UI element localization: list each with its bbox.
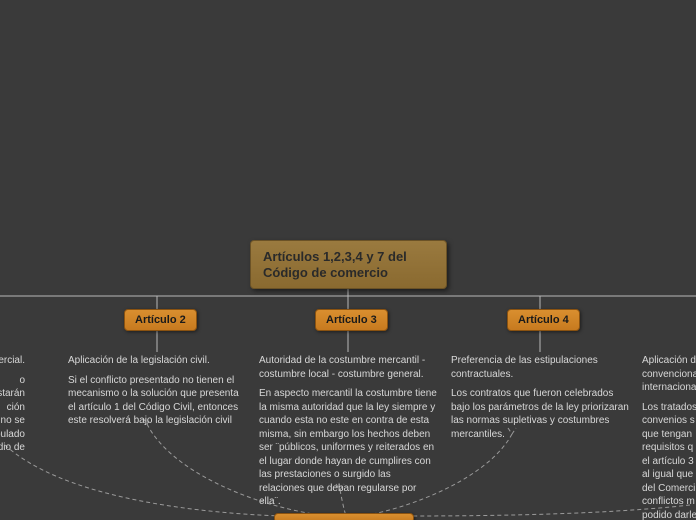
note-right-partial: Aplicación d convenciona internaciona Lo… xyxy=(642,354,696,520)
note-body: Los tratados convenios s que tengan requ… xyxy=(642,401,696,520)
bottom-node-partial[interactable] xyxy=(274,513,414,520)
node-articulo-3[interactable]: Artículo 3 xyxy=(315,309,388,331)
note-title: ercial. xyxy=(0,354,25,368)
node-label: Artículo 3 xyxy=(326,314,377,326)
diagram-canvas: Artículos 1,2,3,4 y 7 del Código de come… xyxy=(0,0,696,520)
note-title: Aplicación de la legislación civil. xyxy=(68,354,246,368)
note-title: Aplicación d convenciona internaciona xyxy=(642,354,696,395)
note-title: Autoridad de la costumbre mercantil - co… xyxy=(259,354,437,381)
node-articulo-2[interactable]: Artículo 2 xyxy=(124,309,197,331)
note-articulo-4: Preferencia de las estipulaciones contra… xyxy=(451,354,629,441)
node-label: Artículo 2 xyxy=(135,314,186,326)
note-body: Los contratos que fueron celebrados bajo… xyxy=(451,387,629,441)
note-articulo-3: Autoridad de la costumbre mercantil - co… xyxy=(259,354,437,509)
note-body: En aspecto mercantil la costumbre tiene … xyxy=(259,387,437,509)
root-node[interactable]: Artículos 1,2,3,4 y 7 del Código de come… xyxy=(250,240,447,289)
note-articulo-2: Aplicación de la legislación civil. Si e… xyxy=(68,354,246,428)
node-articulo-4[interactable]: Artículo 4 xyxy=(507,309,580,331)
note-body: Si el conflicto presentado no tienen el … xyxy=(68,374,246,428)
node-label: Artículo 4 xyxy=(518,314,569,326)
note-body: o estarán ción que no se ipulado r medio… xyxy=(0,374,25,455)
note-title: Preferencia de las estipulaciones contra… xyxy=(451,354,629,381)
root-line2: Código de comercio xyxy=(263,265,434,281)
note-left-partial: ercial. o estarán ción que no se ipulado… xyxy=(0,354,25,455)
root-line1: Artículos 1,2,3,4 y 7 del xyxy=(263,249,434,265)
